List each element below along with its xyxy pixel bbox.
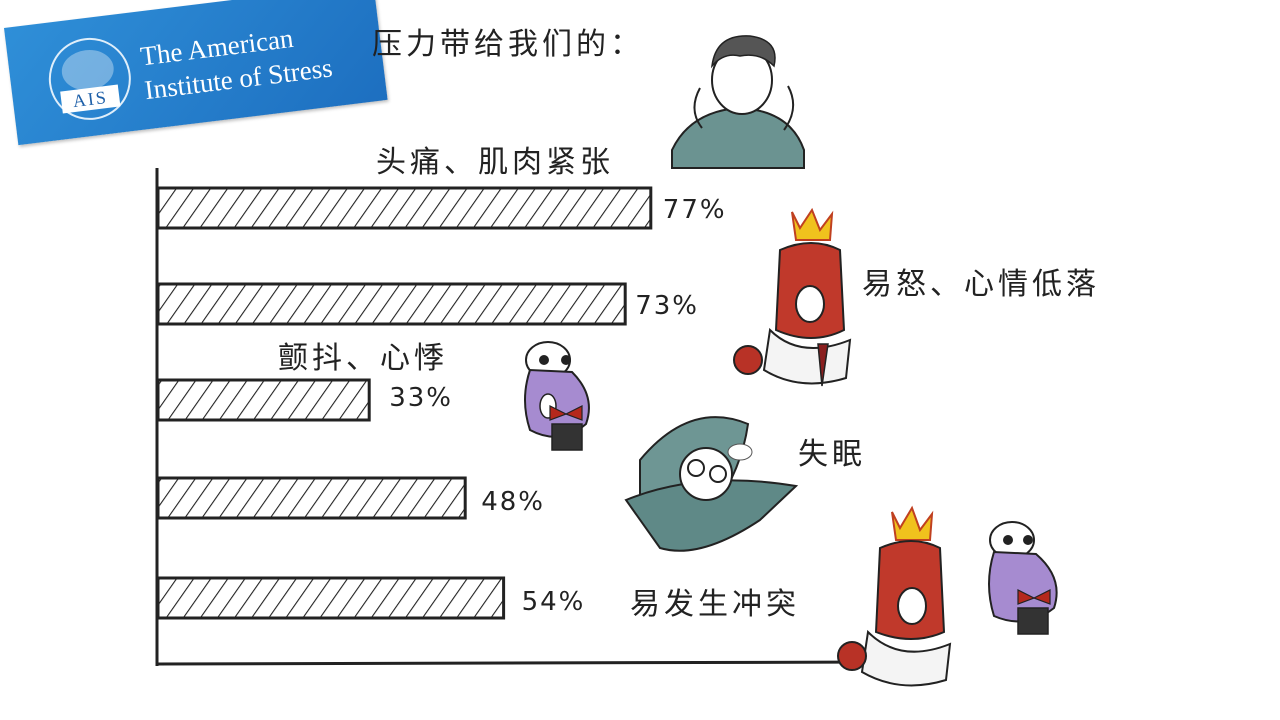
category-label-4: 失眠 xyxy=(798,437,866,472)
bar-4 xyxy=(156,476,467,520)
illustration-group xyxy=(524,35,1058,687)
bar-5 xyxy=(156,576,506,620)
category-label-5: 易发生冲突 xyxy=(630,587,800,622)
fear-character-icon xyxy=(524,341,590,451)
bar-3 xyxy=(156,378,371,422)
angry-character-icon xyxy=(733,207,852,387)
chart-title: 压力带给我们的： xyxy=(372,27,644,62)
bar-2 xyxy=(156,282,627,326)
value-label-3: 33% xyxy=(389,383,453,413)
bar-group xyxy=(156,186,653,620)
headache-person-icon xyxy=(671,35,805,169)
label-group: 77% 头痛、肌肉紧张 73% 易怒、心情低落 33% 颤抖、心悸 48% 失眠 54% 易发生冲… xyxy=(278,145,1100,622)
category-label-3: 颤抖、心悸 xyxy=(278,341,448,376)
value-label-2: 73% xyxy=(635,291,699,321)
value-label-4: 48% xyxy=(481,487,545,517)
value-label-1: 77% xyxy=(663,195,727,225)
value-label-5: 54% xyxy=(522,587,586,617)
category-label-1: 头痛、肌肉紧张 xyxy=(376,145,614,180)
category-label-2: 易怒、心情低落 xyxy=(862,267,1100,302)
bar-1 xyxy=(156,186,653,230)
insomnia-person-icon xyxy=(624,416,799,552)
x-axis xyxy=(156,660,881,666)
conflict-characters-icon xyxy=(837,505,1058,687)
